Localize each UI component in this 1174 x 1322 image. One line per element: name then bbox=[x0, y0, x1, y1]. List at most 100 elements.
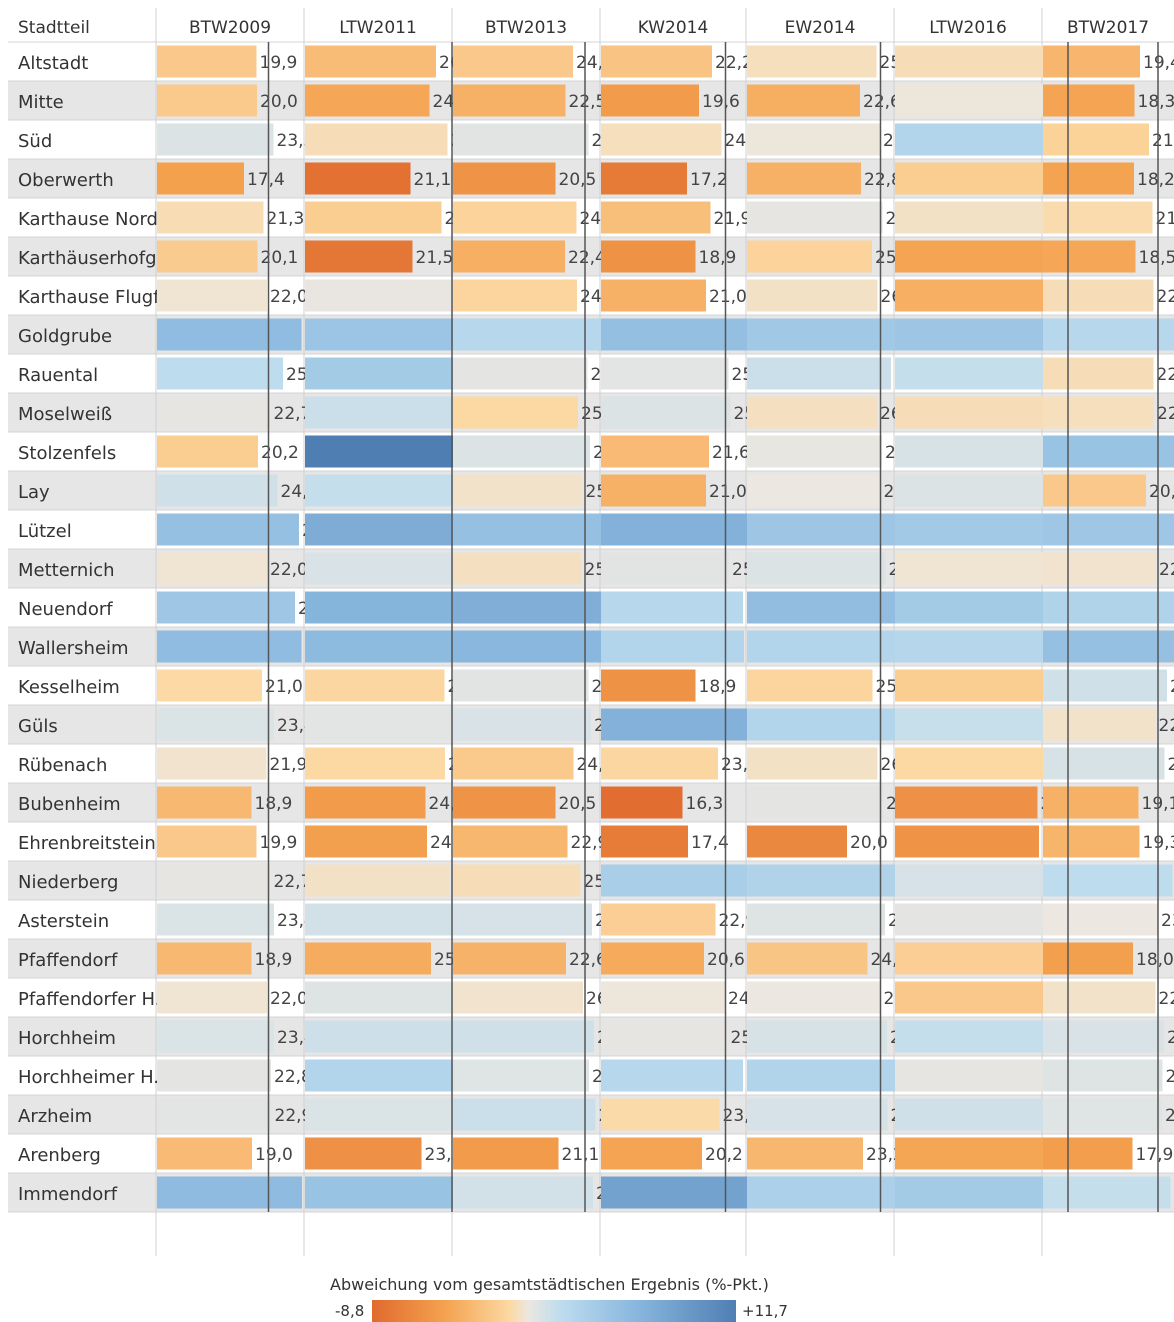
bar bbox=[157, 162, 244, 195]
bar bbox=[1043, 240, 1136, 273]
data-label: 22,0 bbox=[270, 287, 308, 307]
bar bbox=[157, 1176, 302, 1209]
bar bbox=[305, 747, 445, 780]
bar bbox=[157, 396, 271, 429]
bar bbox=[157, 630, 302, 663]
bar bbox=[157, 123, 274, 156]
row-label: Moselweiß bbox=[18, 404, 112, 425]
row-label: Lay bbox=[18, 482, 50, 503]
data-label: 22,1 bbox=[1157, 365, 1174, 385]
bar bbox=[453, 981, 583, 1014]
data-label: 18,3 bbox=[1138, 92, 1174, 112]
row-label: Arenberg bbox=[18, 1145, 101, 1166]
bar bbox=[453, 942, 566, 975]
bar bbox=[895, 162, 1058, 195]
data-label: 20,5 bbox=[559, 170, 597, 190]
bar bbox=[601, 474, 706, 507]
bar bbox=[453, 45, 573, 78]
bar bbox=[453, 279, 577, 312]
bar bbox=[747, 552, 886, 585]
bar bbox=[305, 240, 413, 273]
data-label: 19,9 bbox=[260, 53, 298, 73]
row-label: Oberwerth bbox=[18, 170, 114, 191]
data-label: 22,5 bbox=[1159, 716, 1174, 736]
data-label: 17,9 bbox=[1136, 1145, 1174, 1165]
bar bbox=[1043, 942, 1133, 975]
bar bbox=[453, 162, 556, 195]
data-label: 23,9 bbox=[1166, 1067, 1174, 1087]
bar bbox=[453, 318, 603, 351]
data-label: 23,3 bbox=[277, 131, 315, 151]
bar bbox=[1043, 513, 1174, 546]
row-label: Horchheim bbox=[18, 1028, 116, 1049]
bar bbox=[157, 357, 283, 390]
bar bbox=[305, 552, 458, 585]
bar bbox=[305, 45, 436, 78]
data-label: 22,0 bbox=[270, 560, 308, 580]
row-label: Karthause Flugf.. bbox=[18, 287, 170, 308]
row-label: Rauental bbox=[18, 365, 98, 386]
bar bbox=[453, 1176, 593, 1209]
data-label: 20,0 bbox=[260, 92, 298, 112]
bar bbox=[305, 981, 457, 1014]
bar bbox=[453, 474, 583, 507]
bar bbox=[895, 747, 1061, 780]
bar bbox=[305, 1020, 462, 1053]
row-label: Bubenheim bbox=[18, 794, 121, 815]
data-label: 19,9 bbox=[260, 833, 298, 853]
bar bbox=[601, 1020, 728, 1053]
bar bbox=[453, 747, 574, 780]
data-label: 18,9 bbox=[255, 950, 293, 970]
bar bbox=[895, 942, 1058, 975]
column-header: LTW2011 bbox=[339, 18, 417, 38]
bar bbox=[601, 45, 712, 78]
bar bbox=[747, 279, 878, 312]
bar bbox=[895, 825, 1039, 858]
bar bbox=[1043, 981, 1156, 1014]
bar bbox=[305, 1137, 422, 1170]
bar bbox=[157, 240, 258, 273]
data-label: 21,9 bbox=[270, 755, 308, 775]
legend-color-bar bbox=[372, 1300, 736, 1322]
bar bbox=[1043, 84, 1135, 117]
bar bbox=[747, 240, 872, 273]
bar bbox=[453, 1020, 594, 1053]
data-label: 20,0 bbox=[850, 833, 888, 853]
bar bbox=[601, 786, 683, 819]
bar bbox=[305, 864, 449, 897]
bar bbox=[747, 84, 860, 117]
bar bbox=[1043, 669, 1167, 702]
legend-title: Abweichung vom gesamtstädtischen Ergebni… bbox=[330, 1275, 769, 1294]
bar bbox=[1043, 903, 1158, 936]
data-label: 22,6 bbox=[1159, 560, 1174, 580]
bar bbox=[305, 201, 442, 234]
data-label: 20,6 bbox=[1149, 482, 1174, 502]
bar bbox=[305, 162, 411, 195]
data-label: 21,0 bbox=[709, 287, 747, 307]
bar bbox=[157, 981, 267, 1014]
bar bbox=[1043, 123, 1149, 156]
bar bbox=[747, 747, 878, 780]
bar bbox=[1043, 357, 1154, 390]
bar bbox=[601, 669, 696, 702]
data-label: 17,4 bbox=[247, 170, 285, 190]
bar bbox=[453, 669, 589, 702]
data-label: 22,5 bbox=[1159, 989, 1174, 1009]
bar bbox=[305, 318, 480, 351]
bar bbox=[453, 1059, 589, 1092]
bar bbox=[601, 1098, 720, 1131]
row-label: Mitte bbox=[18, 92, 64, 113]
row-label: Neuendorf bbox=[18, 599, 113, 620]
bar bbox=[1043, 1176, 1171, 1209]
bar bbox=[601, 1176, 770, 1209]
bar bbox=[601, 513, 764, 546]
bar bbox=[1043, 45, 1140, 78]
column-header: BTW2013 bbox=[485, 18, 567, 38]
bar bbox=[157, 708, 274, 741]
row-label: Horchheimer H.. bbox=[18, 1067, 165, 1088]
bar bbox=[453, 786, 556, 819]
data-label: 17,2 bbox=[690, 170, 728, 190]
bar bbox=[157, 435, 258, 468]
bar bbox=[157, 942, 252, 975]
bar bbox=[747, 1059, 900, 1092]
